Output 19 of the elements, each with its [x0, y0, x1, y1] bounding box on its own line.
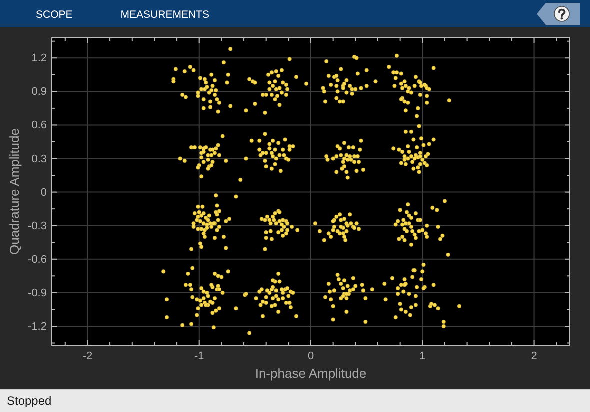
x-tick-label: 1 — [420, 350, 426, 362]
y-tick-label: 1.2 — [32, 52, 47, 65]
x-axis-title: In-phase Amplitude — [255, 366, 367, 381]
text: SCOPE — [36, 9, 73, 21]
y-axis-title: Quadrature Amplitude — [7, 128, 22, 255]
y-tick-label: -1.2 — [28, 321, 47, 334]
y-tick-label: -0.9 — [28, 287, 47, 300]
y-tick-label: 0.9 — [32, 86, 47, 98]
text: Stopped — [7, 394, 52, 408]
x-tick-label: 0 — [308, 350, 314, 362]
y-tick-label: 0.3 — [32, 153, 47, 166]
y-tick-label: 0.6 — [32, 120, 47, 132]
x-tick-label: 2 — [531, 350, 538, 362]
x-tick-label: -2 — [82, 350, 93, 362]
x-tick-label: -1 — [194, 350, 204, 362]
text: MEASUREMENTS — [120, 9, 210, 21]
y-tick-label: -0.6 — [28, 254, 47, 266]
y-tick-label: -0.3 — [28, 220, 47, 232]
y-tick-label: 0 — [40, 186, 47, 199]
